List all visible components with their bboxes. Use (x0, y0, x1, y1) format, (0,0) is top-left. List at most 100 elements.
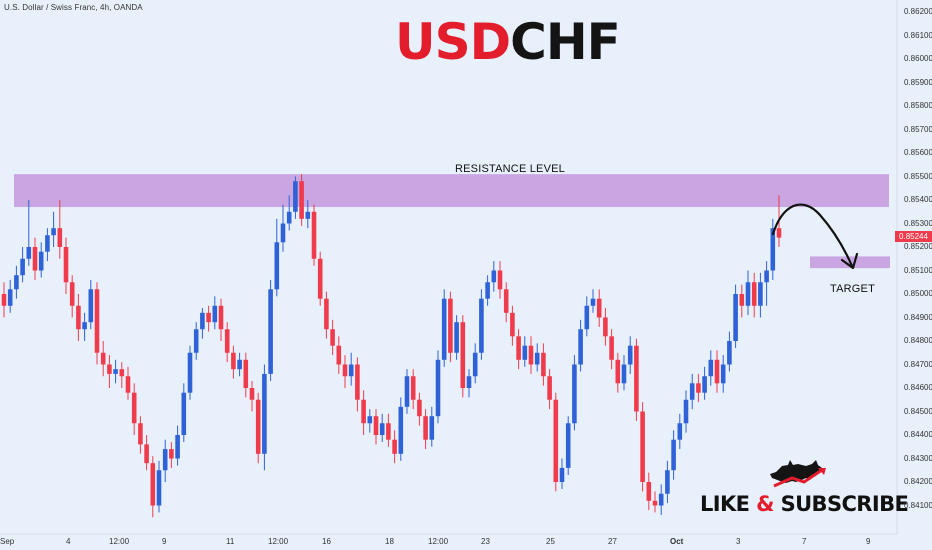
price-tick-label: 0.84800 (904, 336, 932, 345)
time-tick-label: 4 (66, 537, 71, 546)
candle (206, 305, 211, 332)
time-tick-label: 16 (322, 537, 331, 546)
candle (429, 406, 435, 447)
candle (150, 456, 156, 518)
candle (305, 200, 311, 229)
candle (621, 355, 627, 391)
candle (677, 413, 683, 450)
candle (169, 442, 174, 468)
candle (26, 200, 32, 266)
candle (702, 366, 707, 400)
candle (466, 369, 472, 398)
candle (417, 392, 422, 426)
time-tick-label: Sep (0, 537, 15, 546)
price-tick-label: 0.84400 (904, 430, 932, 439)
candle (311, 204, 317, 266)
time-tick-label: 12:00 (268, 537, 289, 546)
candle (683, 390, 689, 433)
price-tick-label: 0.86100 (904, 30, 932, 40)
candle (187, 345, 193, 400)
candle (262, 364, 267, 471)
price-tick-label: 0.86200 (904, 7, 932, 16)
candle (596, 289, 602, 327)
price-tick-label: 0.85800 (904, 101, 932, 110)
candle (423, 409, 428, 450)
headline-part2: CHF (510, 13, 621, 71)
time-tick-label: 25 (546, 537, 555, 546)
price-tick-label: 0.85700 (904, 124, 932, 134)
candle (299, 174, 304, 226)
candle (609, 329, 614, 370)
price-tick-label: 0.85100 (904, 265, 932, 275)
candle (336, 336, 342, 374)
candle (565, 416, 571, 475)
candle (249, 380, 255, 412)
candle (255, 392, 261, 464)
candle (627, 336, 633, 374)
time-tick-label: 12:00 (428, 537, 449, 546)
price-tick-label: 0.84300 (904, 453, 932, 463)
candle (355, 357, 360, 412)
candle (57, 200, 63, 259)
candle (175, 425, 180, 466)
candle (212, 296, 218, 330)
cta-like: LIKE (700, 492, 750, 516)
candle (559, 458, 565, 490)
candle (131, 383, 137, 435)
candle (441, 289, 447, 367)
candle (82, 312, 87, 341)
price-tick-label: 0.85200 (904, 242, 932, 251)
candle (243, 352, 249, 398)
price-tick-label: 0.85900 (904, 77, 932, 87)
candle (640, 402, 645, 492)
price-tick-label: 0.85400 (904, 195, 932, 204)
candle (32, 237, 38, 280)
time-tick-label: 23 (481, 537, 490, 546)
candle (94, 282, 100, 365)
candle (541, 343, 546, 386)
candle (497, 261, 503, 299)
last-price-tag: 0.85244 (895, 231, 932, 243)
candle (293, 176, 298, 219)
time-tick-label: 11 (226, 537, 235, 546)
candle (280, 204, 286, 252)
candle (69, 275, 75, 318)
candle (268, 279, 273, 381)
candle (14, 265, 19, 299)
candle (615, 352, 621, 393)
candle (342, 355, 348, 388)
candle (435, 350, 441, 424)
price-tick-label: 0.85300 (904, 218, 932, 228)
candle (547, 369, 552, 410)
candle (665, 460, 670, 504)
candle (373, 409, 379, 445)
price-tick-label: 0.86000 (904, 54, 932, 63)
time-tick-label: 3 (736, 537, 741, 546)
price-tick-label: 0.84100 (904, 500, 932, 510)
candle (348, 352, 354, 386)
candle (727, 331, 732, 372)
candle (181, 383, 187, 443)
candles-layer (1, 174, 782, 518)
candle (510, 305, 515, 346)
time-tick-label: 9 (162, 537, 167, 546)
candle (578, 319, 583, 372)
candle (7, 279, 13, 313)
candle (113, 359, 118, 384)
candle (76, 294, 81, 341)
candle (522, 336, 528, 367)
candle (324, 291, 329, 339)
candle (652, 491, 658, 513)
candle (330, 319, 335, 356)
cta-ampersand: & (756, 492, 774, 516)
candle (317, 251, 323, 306)
price-tick-label: 0.84200 (904, 477, 932, 486)
time-tick-label: Oct (670, 537, 684, 546)
candle (553, 392, 559, 492)
candle (404, 369, 410, 414)
candle (590, 289, 596, 313)
candle (689, 373, 695, 410)
price-tick-label: 0.85000 (904, 289, 932, 298)
candle (218, 298, 224, 341)
